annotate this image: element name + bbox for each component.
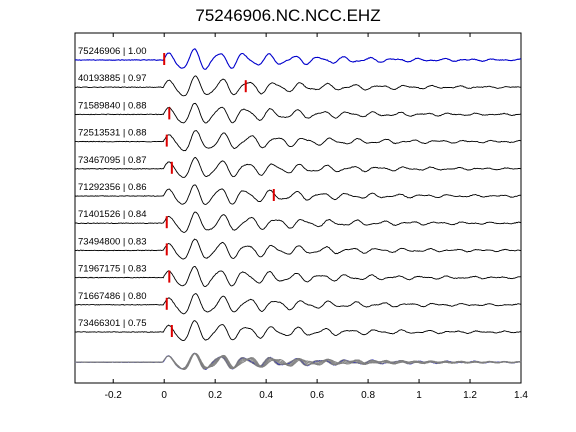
trace-labels-group: 75246906 | 1.00 40193885 | 0.97 71589840 |… bbox=[78, 46, 147, 329]
trace-line-73494800 bbox=[74, 238, 522, 260]
trace-label-71401526: 71401526 | 0.84 bbox=[78, 209, 147, 220]
stack-trace-4 bbox=[75, 353, 521, 371]
trace-label-71967175: 71967175 | 0.83 bbox=[78, 264, 147, 275]
stack-trace-5 bbox=[74, 353, 522, 370]
trace-label-71667486: 71667486 | 0.80 bbox=[78, 291, 147, 302]
x-tick-label: 1.4 bbox=[514, 390, 528, 401]
trace-line-40193885 bbox=[74, 75, 521, 97]
x-tick-label: 0.2 bbox=[208, 390, 222, 401]
trace-label-71589840: 71589840 | 0.88 bbox=[78, 100, 147, 111]
trace-label-40193885: 40193885 | 0.97 bbox=[78, 73, 147, 84]
trace-line-73467095 bbox=[74, 156, 522, 178]
trace-label-75246906: 75246906 | 1.00 bbox=[78, 46, 147, 57]
x-tick-label: 0 bbox=[161, 390, 167, 401]
picks-group bbox=[163, 53, 275, 337]
x-tick-label: 1 bbox=[416, 390, 422, 401]
traces-group bbox=[74, 48, 522, 341]
trace-label-71292356: 71292356 | 0.86 bbox=[78, 182, 147, 193]
x-tick-label: -0.2 bbox=[105, 390, 123, 401]
stack-trace-10 bbox=[75, 352, 521, 370]
x-tick-label: 0.6 bbox=[310, 390, 324, 401]
trace-line-71589840 bbox=[74, 102, 522, 124]
trace-label-73466301: 73466301 | 0.75 bbox=[78, 318, 147, 329]
trace-line-75246906 bbox=[74, 48, 522, 70]
chart-title: 75246906.NC.NCC.EHZ bbox=[195, 6, 381, 25]
trace-line-71967175 bbox=[74, 266, 522, 287]
trace-line-71292356 bbox=[74, 184, 522, 205]
stack-trace-3 bbox=[74, 353, 522, 370]
stack-group bbox=[74, 352, 522, 371]
trace-line-71401526 bbox=[74, 211, 522, 233]
x-tick-label: 0.8 bbox=[361, 390, 375, 401]
x-axis: -0.2 0 0.2 0.4 0.6 0.8 1 1.2 1.4 bbox=[105, 33, 528, 401]
trace-line-72513531 bbox=[74, 129, 522, 152]
x-tick-label: 0.4 bbox=[259, 390, 273, 401]
trace-label-73494800: 73494800 | 0.83 bbox=[78, 236, 147, 247]
trace-line-73466301 bbox=[74, 320, 522, 341]
x-tick-label: 1.2 bbox=[463, 390, 477, 401]
trace-label-72513531: 72513531 | 0.88 bbox=[78, 128, 147, 139]
trace-line-71667486 bbox=[74, 293, 522, 315]
plot-frame bbox=[74, 32, 522, 384]
trace-label-73467095: 73467095 | 0.87 bbox=[78, 155, 147, 166]
